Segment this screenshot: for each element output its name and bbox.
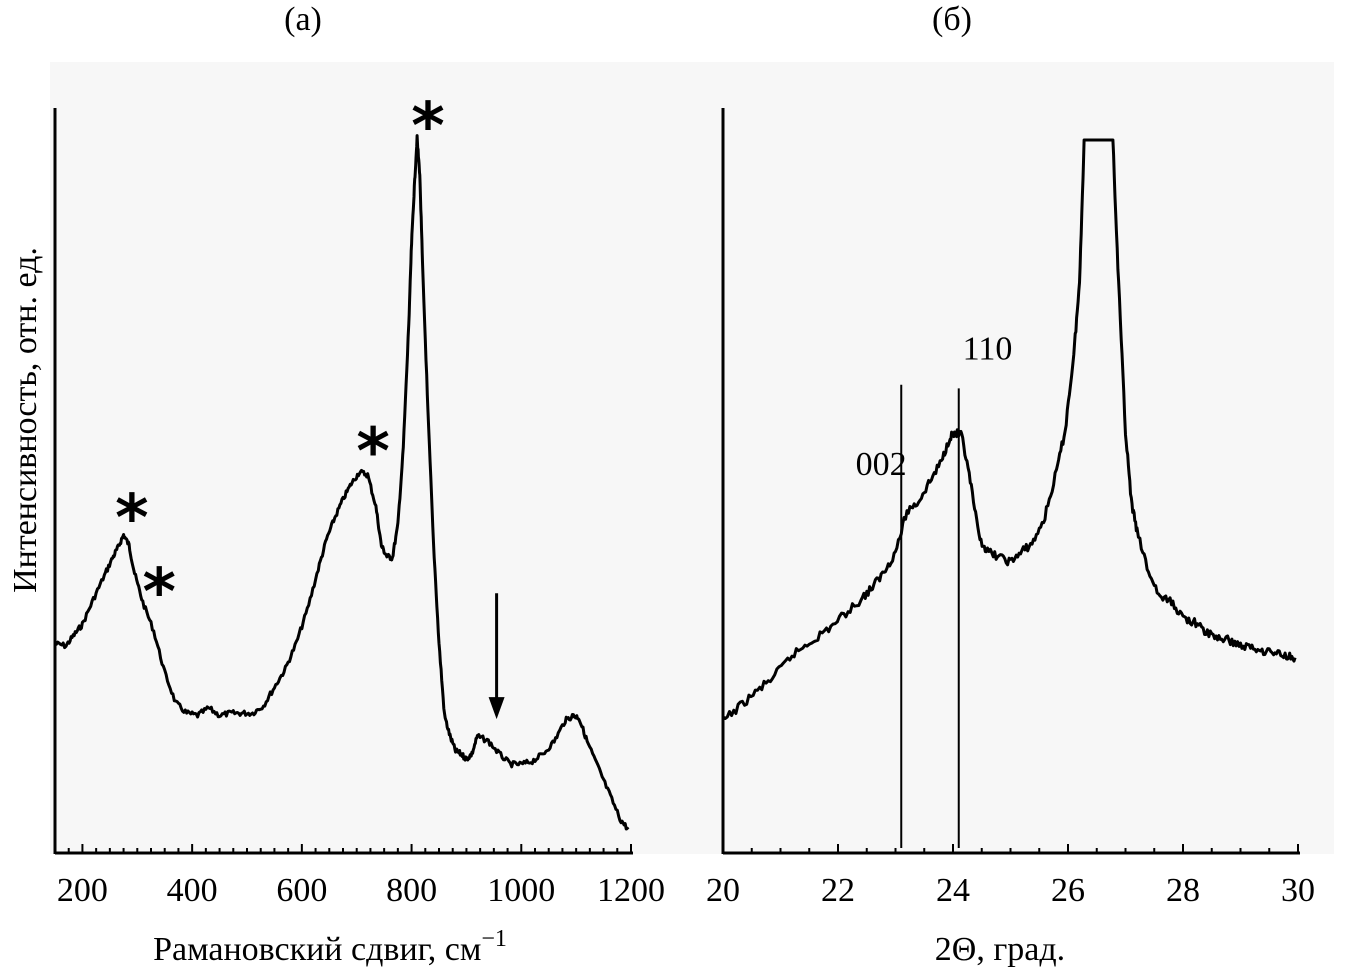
panel-a-peak-marker: *	[115, 482, 148, 556]
panel-a-plot: 200 400 600 800 1000 1200****	[53, 90, 665, 909]
panel-a-tick-label: 1200	[597, 872, 665, 909]
panel-a-label: (а)	[284, 1, 322, 38]
panel-b-tick-label: 20	[706, 872, 740, 909]
panel-b-plot: 20 22 24 26 28 30 002 110	[706, 108, 1315, 909]
panel-a-arrow-head	[488, 697, 505, 720]
panel-a-spectrum-line	[54, 134, 630, 831]
panel-a-xlabel-main: Рамановский сдвиг, см	[153, 931, 481, 968]
panel-b-xlabel: 2Θ, град.	[935, 931, 1065, 968]
panel-b-tick-label: 30	[1281, 872, 1315, 909]
panel-a-ylabel: Интенсивность, отн. ед.	[7, 247, 44, 593]
panel-a-tick-label: 400	[167, 872, 218, 909]
panel-a-tick-label: 200	[57, 872, 108, 909]
panel-a-peak-marker: *	[411, 90, 444, 164]
panel-a-peak-marker: *	[356, 415, 389, 489]
panel-b-peak-label: 002	[856, 446, 907, 483]
panel-b-tick-label: 26	[1051, 872, 1085, 909]
plot-background	[50, 62, 1334, 854]
panel-a-xlabel-sup: −1	[481, 926, 507, 952]
panel-b-tick-label: 28	[1166, 872, 1200, 909]
panel-a-tick-label: 1000	[487, 872, 555, 909]
panel-b-spectrum-line	[722, 138, 1297, 720]
panel-b-tick-label: 22	[821, 872, 855, 909]
panel-b-label: (б)	[932, 1, 972, 38]
panel-a-tick-label: 800	[386, 872, 437, 909]
panel-a-peak-marker: *	[142, 556, 175, 630]
panel-a-xlabel: Рамановский сдвиг, см−1	[153, 926, 507, 968]
panel-b-tick-label: 24	[936, 872, 970, 909]
panel-a-tick-label: 600	[276, 872, 327, 909]
panel-b-peak-label: 110	[963, 331, 1013, 368]
